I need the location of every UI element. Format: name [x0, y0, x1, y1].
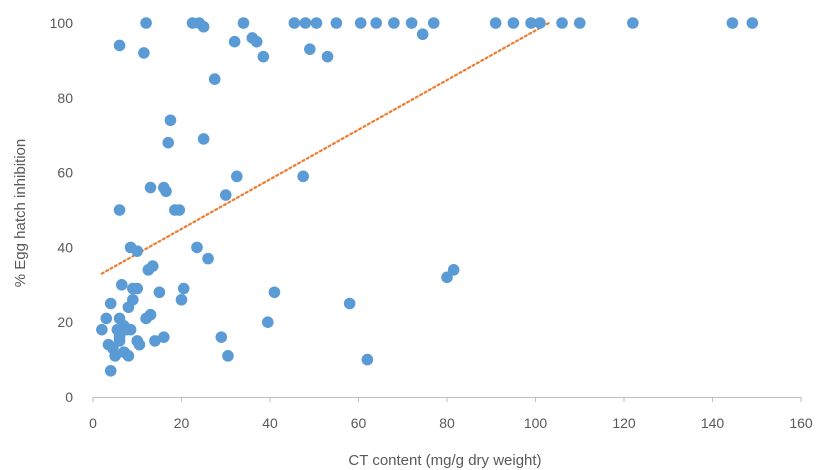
y-tick-label: 60	[57, 165, 73, 181]
data-point	[261, 316, 274, 329]
data-point	[142, 264, 155, 276]
data-point	[162, 136, 175, 149]
data-point	[104, 365, 117, 377]
data-point	[113, 335, 126, 347]
data-point	[197, 20, 210, 33]
data-point	[153, 286, 166, 299]
data-point	[354, 17, 367, 29]
x-tick-label: 0	[89, 415, 97, 431]
data-point	[330, 17, 343, 29]
x-tick-label: 80	[439, 415, 455, 431]
data-point	[257, 50, 270, 63]
x-axis-title: CT content (mg/g dry weight)	[348, 452, 541, 469]
data-point	[115, 279, 128, 291]
data-point	[304, 43, 316, 55]
data-point	[746, 17, 759, 29]
data-point	[113, 204, 126, 216]
axes	[92, 397, 802, 402]
y-axis-title: % Egg hatch inhibition	[12, 139, 29, 287]
data-point	[310, 17, 323, 29]
data-point	[288, 17, 301, 29]
data-point	[534, 17, 546, 29]
data-point	[122, 301, 135, 314]
data-point	[556, 17, 568, 29]
data-point	[222, 350, 234, 362]
data-point	[237, 17, 250, 29]
data-point	[427, 17, 440, 29]
data-point	[416, 28, 429, 41]
data-point	[158, 331, 170, 343]
data-point	[124, 323, 137, 336]
data-point	[149, 335, 161, 347]
data-point	[228, 35, 241, 48]
data-point	[202, 252, 214, 265]
data-point	[321, 50, 334, 63]
data-point	[297, 170, 309, 183]
data-point	[144, 181, 157, 194]
trendline	[100, 21, 550, 275]
data-point	[175, 293, 188, 306]
data-point	[405, 17, 418, 29]
x-tick-label: 20	[174, 415, 190, 431]
data-point	[215, 331, 228, 343]
trendline-layer	[100, 21, 550, 275]
data-point	[96, 323, 108, 336]
y-tick-label: 20	[57, 314, 73, 330]
data-point	[113, 39, 126, 52]
data-point	[525, 17, 537, 29]
data-point	[573, 17, 586, 29]
x-tick-label: 140	[701, 415, 725, 431]
data-point	[388, 17, 400, 29]
tick-labels: 0 20 40 60 80 100 120 140 160 0 20 40 60 80 100	[50, 15, 813, 431]
data-point	[447, 264, 460, 276]
data-point	[250, 35, 263, 48]
x-tick-label: 60	[351, 415, 367, 431]
data-point	[208, 73, 221, 85]
data-point	[100, 312, 113, 325]
data-point	[173, 204, 186, 216]
data-point	[122, 350, 135, 362]
data-point	[144, 308, 157, 321]
data-point	[164, 114, 177, 127]
data-point	[627, 17, 639, 29]
y-tick-label: 40	[57, 239, 73, 255]
data-point	[726, 17, 739, 29]
data-point	[219, 189, 232, 201]
points-layer	[96, 17, 759, 377]
y-tick-label: 100	[50, 15, 74, 31]
data-point	[507, 17, 520, 29]
data-point	[131, 245, 144, 257]
y-tick-label: 80	[57, 90, 73, 106]
data-point	[160, 185, 172, 198]
data-point	[191, 241, 203, 254]
x-tick-label: 40	[262, 415, 278, 431]
x-tick-label: 100	[524, 415, 548, 431]
data-point	[441, 271, 453, 284]
y-tick-label: 0	[65, 389, 73, 405]
x-tick-label: 120	[612, 415, 636, 431]
data-point	[268, 286, 281, 299]
data-point	[104, 297, 117, 310]
data-point	[109, 350, 121, 362]
data-point	[370, 17, 383, 29]
data-point	[361, 353, 374, 366]
data-point	[138, 47, 150, 59]
x-tick-label: 160	[789, 415, 813, 431]
data-point	[131, 282, 144, 295]
data-point	[231, 170, 243, 183]
data-point	[343, 297, 356, 310]
data-point	[133, 338, 146, 351]
data-point	[299, 17, 312, 29]
data-point	[197, 133, 210, 145]
data-point	[177, 282, 190, 295]
data-point	[140, 17, 152, 29]
data-point	[489, 17, 502, 29]
